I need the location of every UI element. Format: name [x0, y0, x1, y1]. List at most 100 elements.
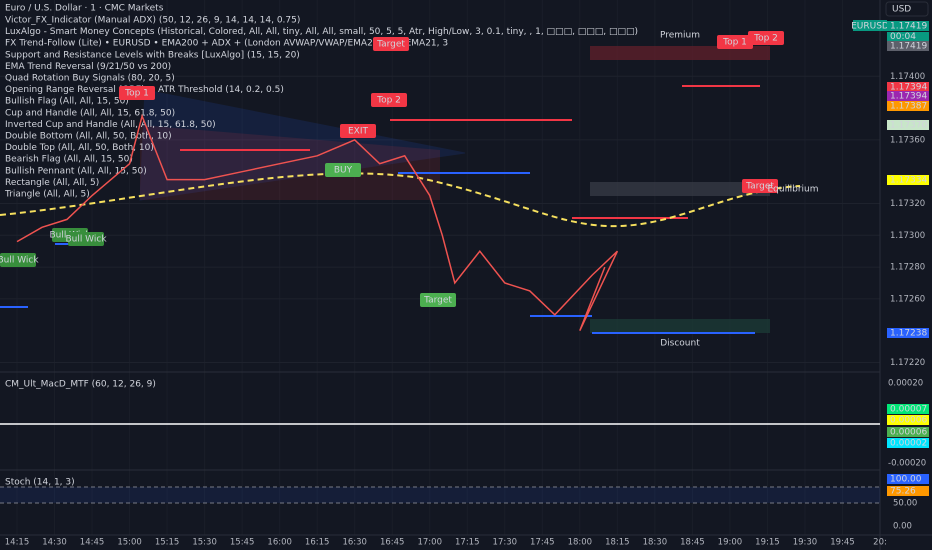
price-tag-label: 1.17394	[890, 92, 927, 102]
macd-label: CM_Ult_MacD_MTF (60, 12, 26, 9)	[5, 380, 156, 390]
indicator-label: Double Bottom (All, All, 50, Both, 10)	[5, 132, 172, 142]
x-tick-label: 16:15	[305, 538, 330, 548]
indicator-label: Support and Resistance Levels with Break…	[5, 50, 300, 60]
macd-tag	[887, 404, 929, 414]
annotation: Bull Wick	[65, 235, 107, 245]
y-tick-label: 1.17220	[890, 358, 925, 368]
x-tick-label: 14:30	[42, 538, 67, 548]
y-tick-label: 1.17300	[890, 231, 925, 241]
price-tag	[887, 82, 929, 92]
premium-zone	[590, 46, 770, 60]
indicator-label: Bullish Pennant (All, All, 15, 50)	[5, 166, 147, 176]
triangle-pattern	[139, 89, 466, 201]
price-tag	[887, 91, 929, 101]
x-tick-label: 20:	[873, 538, 887, 548]
annotation-badge	[325, 163, 361, 177]
indicator-label: Quad Rotation Buy Signals (80, 20, 5)	[5, 74, 175, 84]
y-tick-label: 1.17320	[890, 199, 925, 209]
currency-button[interactable]	[885, 1, 929, 17]
x-tick-label: 18:00	[568, 538, 593, 548]
annotation: BUY	[334, 166, 353, 176]
stoch-band	[0, 487, 880, 503]
chart-title: Euro / U.S. Dollar · 1 · CMC Markets	[5, 4, 164, 14]
annotation: Top 2	[376, 96, 401, 106]
x-tick-label: 19:15	[755, 538, 780, 548]
annotation: Target	[423, 296, 452, 306]
macd-tag	[887, 427, 929, 437]
x-tick-label: 18:30	[643, 538, 668, 548]
macd-tag-label: 0.00006	[890, 416, 927, 426]
stoch-label: Stoch (14, 1, 3)	[5, 478, 75, 488]
countdown-tag	[887, 32, 929, 41]
x-tick-label: 17:15	[455, 538, 480, 548]
x-tick-label: 19:30	[793, 538, 818, 548]
annotation: Equilibrium	[768, 185, 819, 195]
annotation-badge	[373, 37, 409, 51]
x-tick-label: 15:45	[230, 538, 255, 548]
macd-tag-label: 0.00002	[890, 439, 927, 449]
indicator-label: Rectangle (All, All, 5)	[5, 178, 99, 188]
annotation: Target	[376, 40, 405, 50]
x-tick-label: 14:15	[5, 538, 30, 548]
price-tag-label: 1.17334	[890, 176, 927, 186]
price-tag	[887, 175, 929, 185]
x-tick-label: 17:00	[417, 538, 442, 548]
annotation-badge	[748, 31, 784, 45]
symbol-badge	[853, 20, 887, 31]
discount-zone	[590, 319, 770, 333]
annotation: Top 1	[124, 89, 149, 99]
x-tick-label: 16:30	[342, 538, 367, 548]
annotation-badge	[420, 293, 456, 307]
x-tick-label: 14:45	[80, 538, 105, 548]
indicator-label: EMA Trend Reversal (9/21/50 vs 200)	[5, 62, 171, 72]
y-tick-label: 1.17280	[890, 263, 925, 273]
x-tick-label: 16:00	[267, 538, 292, 548]
annotation: Target	[745, 182, 774, 192]
annotation-badge	[371, 93, 407, 107]
x-tick-label: 18:15	[605, 538, 630, 548]
price-tag-label: 1.17387	[890, 102, 927, 112]
y-tick-label: 1.17400	[890, 72, 925, 82]
annotation: Premium	[660, 31, 700, 41]
stoch-tag	[887, 486, 929, 496]
indicator-label: Inverted Cup and Handle (All, All, 15, 6…	[5, 120, 216, 130]
x-tick-label: 17:45	[530, 538, 555, 548]
stoch-tag-label: 75.26	[890, 487, 916, 497]
countdown: 00:04	[890, 32, 916, 42]
x-tick-label: 15:15	[155, 538, 180, 548]
macd-tag-label: 0.00006	[890, 428, 927, 438]
x-tick-label: 15:00	[117, 538, 142, 548]
x-tick-label: 18:45	[680, 538, 705, 548]
price-tag	[887, 101, 929, 111]
y-tick-label: 1.17360	[890, 135, 925, 145]
stoch-tag-label: 100.00	[890, 475, 922, 485]
annotation: EXIT	[348, 127, 369, 137]
price-tag	[887, 21, 929, 31]
indicator-label: LuxAlgo - Smart Money Concepts (Historic…	[5, 27, 638, 37]
price-tag	[887, 120, 929, 130]
x-tick-label: 15:30	[192, 538, 217, 548]
y-tick-label: 1.17260	[890, 294, 925, 304]
price-tag	[887, 41, 929, 51]
equilibrium-zone	[590, 182, 770, 196]
price-tag-label: 1.17419	[890, 42, 927, 52]
annotation: Top 2	[753, 34, 778, 44]
indicator-label: Cup and Handle (All, All, 15, 61.8, 50)	[5, 108, 175, 118]
x-tick-label: 17:30	[493, 538, 518, 548]
price-tag	[887, 328, 929, 338]
macd-tag	[887, 438, 929, 448]
price-tag-label: 1.17370	[890, 121, 927, 131]
annotation-badge	[68, 232, 104, 246]
price-tag-label: 1.17419	[890, 22, 927, 32]
x-tick-label: 16:45	[380, 538, 405, 548]
indicator-label: Double Top (All, All, 50, Both, 10)	[5, 143, 154, 153]
indicator-label: Bearish Flag (All, All, 15, 50)	[5, 155, 133, 165]
stoch-axis-label: 50.00	[893, 499, 917, 509]
price-tag-label: 1.17238	[890, 329, 927, 339]
annotation-badge	[0, 253, 36, 267]
indicator-label: Victor_FX_Indicator (Manual ADX) (50, 12…	[5, 16, 300, 26]
annotation-badge	[742, 179, 778, 193]
macd-tag	[887, 415, 929, 425]
annotation: Top 1	[722, 38, 747, 48]
